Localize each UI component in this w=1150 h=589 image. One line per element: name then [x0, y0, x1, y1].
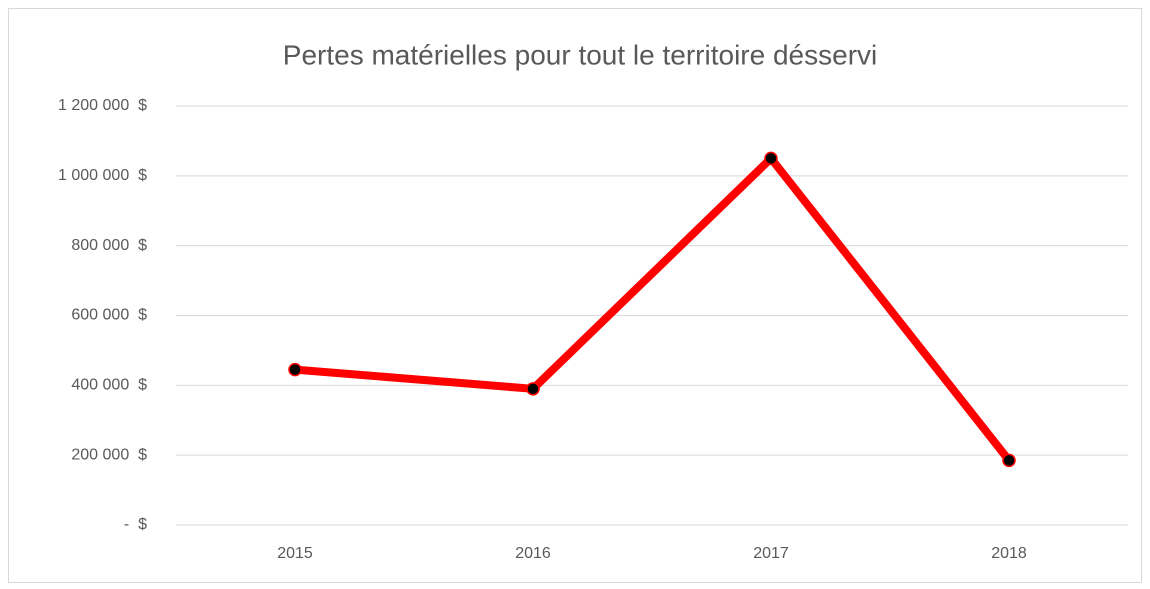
marker: [526, 382, 540, 396]
marker: [288, 362, 302, 377]
chart-title: Pertes matérielles pour tout le territoi…: [283, 39, 877, 70]
x-tick-label: 2018: [991, 545, 1027, 562]
marker: [764, 151, 778, 166]
x-tick-label: 2017: [753, 545, 789, 562]
y-tick-label: 1 000 000 $: [58, 167, 147, 184]
x-tick-label: 2016: [515, 545, 551, 562]
y-tick-label: 1 200 000 $: [58, 97, 147, 114]
y-tick-label: 600 000 $: [71, 307, 147, 324]
y-tick-label: 400 000 $: [71, 377, 147, 394]
y-tick-label: 200 000 $: [71, 446, 147, 463]
series-line: [294, 154, 1013, 463]
y-tick-label: 800 000 $: [71, 237, 147, 254]
marker: [1002, 453, 1016, 468]
chart-frame: [8, 8, 1142, 583]
y-tick-label: - $: [124, 516, 147, 533]
x-tick-label: 2015: [277, 545, 313, 562]
